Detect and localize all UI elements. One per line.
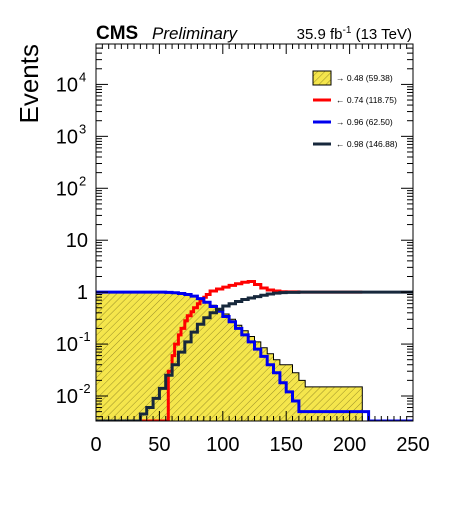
y-axis-title: Events: [14, 44, 44, 124]
y-tick-label: 10: [56, 178, 78, 200]
y-tick-label-exponent: 4: [79, 69, 86, 84]
y-tick-label-exponent: 2: [79, 173, 86, 188]
y-tick-label: 10: [56, 386, 78, 408]
series-layer: [96, 280, 413, 421]
x-tick-label: 50: [148, 434, 170, 456]
x-tick-label: 200: [333, 434, 366, 456]
y-tick-label: 10: [56, 334, 78, 356]
legend-label: → 0.96 (62.50): [336, 117, 393, 127]
series-line-3: [96, 290, 413, 421]
x-tick-label: 250: [396, 434, 429, 456]
legend-label: → 0.48 (59.38): [336, 73, 393, 83]
legend: → 0.48 (59.38) ← 0.74 (118.75) → 0.96 (62.…: [312, 70, 398, 149]
legend-label: ← 0.74 (118.75): [336, 95, 397, 105]
lumi-label: 35.9 fb-1 (13 TeV): [297, 25, 412, 43]
y-tick-label: 10: [56, 126, 78, 148]
y-tick-label: 10: [66, 230, 88, 252]
status-label: Preliminary: [152, 24, 239, 43]
experiment-label: CMS: [96, 23, 138, 44]
series-line-4: [96, 290, 413, 421]
y-tick-label: 10: [56, 74, 78, 96]
series-fill-048: [96, 291, 363, 421]
legend-label: ← 0.98 (146.88): [336, 139, 398, 149]
x-tick-label: 0: [90, 434, 101, 456]
x-tick-label: 100: [206, 434, 239, 456]
y-tick-label-exponent: -2: [79, 381, 91, 396]
y-tick-label-exponent: 3: [79, 121, 86, 136]
y-tick-label-exponent: -1: [79, 329, 91, 344]
x-tick-label: 150: [270, 434, 303, 456]
y-tick-label: 1: [77, 282, 88, 304]
legend-swatch-fill: [312, 70, 332, 86]
